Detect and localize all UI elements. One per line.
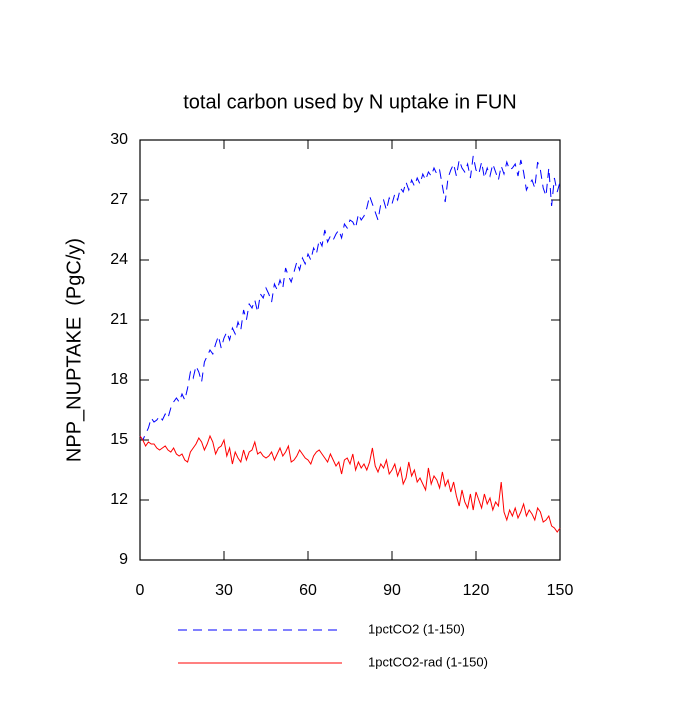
series-line — [139, 155, 561, 441]
y-tick-label: 18 — [110, 371, 128, 388]
chart-title: total carbon used by N uptake in FUN — [183, 91, 517, 113]
y-tick-label: 30 — [110, 131, 128, 148]
x-tick-label: 30 — [215, 582, 233, 599]
y-tick-label: 9 — [119, 551, 128, 568]
x-tick-label: 150 — [547, 582, 574, 599]
legend-label: 1pctCO2 (1-150) — [368, 621, 465, 636]
y-tick-label: 12 — [110, 491, 128, 508]
y-tick-label: 27 — [110, 191, 128, 208]
x-tick-label: 120 — [463, 582, 490, 599]
series-line — [139, 434, 561, 533]
legend-label: 1pctCO2-rad (1-150) — [368, 654, 488, 669]
x-tick-label: 0 — [136, 582, 145, 599]
y-tick-label: 15 — [110, 431, 128, 448]
y-tick-label: 24 — [110, 251, 128, 268]
y-axis-label: NPP_NUPTAKE (PgC/y) — [63, 238, 85, 462]
x-tick-label: 90 — [383, 582, 401, 599]
plot-frame — [139, 139, 561, 561]
y-tick-label: 21 — [110, 311, 128, 328]
x-tick-label: 60 — [299, 582, 317, 599]
